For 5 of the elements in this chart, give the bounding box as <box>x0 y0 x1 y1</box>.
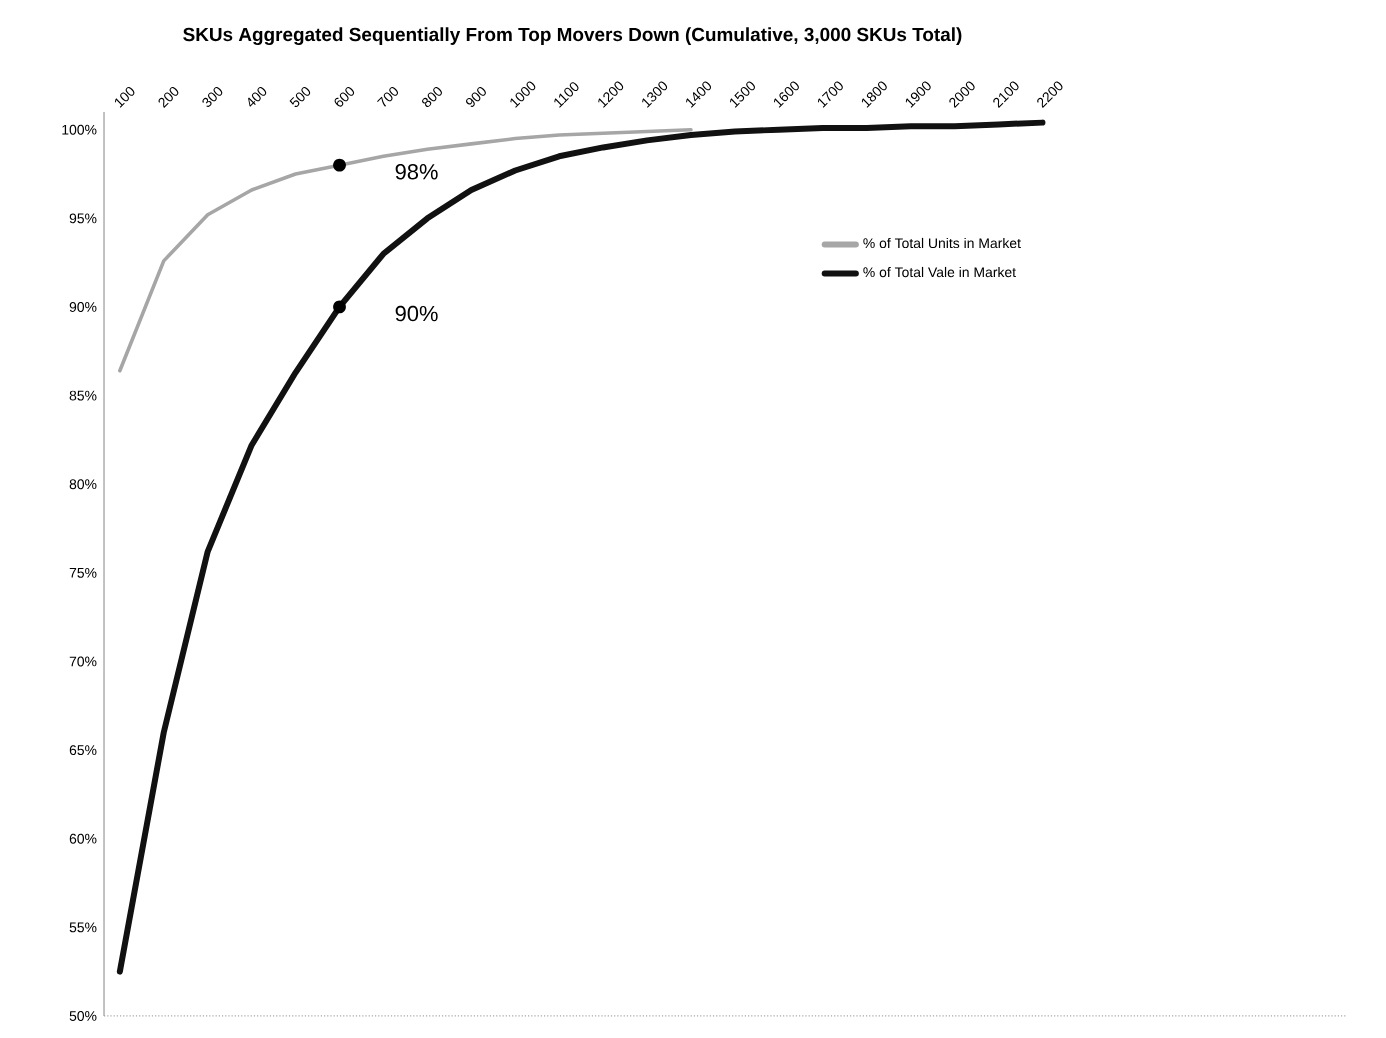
annotation: 90% <box>395 305 438 322</box>
line-series <box>116 119 1046 975</box>
annotation: 98% <box>395 164 438 180</box>
line-series <box>118 127 693 373</box>
chart-title: SKUs Aggregated Sequentially From Top Movers Down (Cumulative, 3,000 SKUs Total) <box>183 27 962 45</box>
